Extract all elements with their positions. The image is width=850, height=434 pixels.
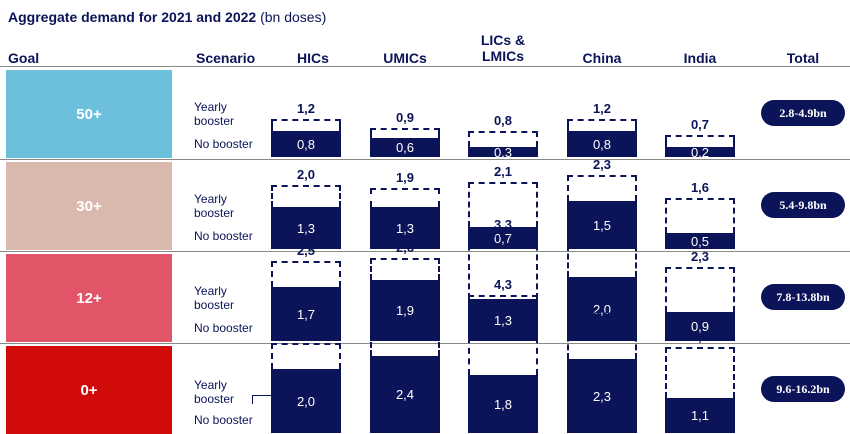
- chart-title: Aggregate demand for 2021 and 2022 (bn d…: [8, 9, 326, 25]
- bar-yearly-booster: [271, 119, 341, 131]
- bar-yearly-booster: [370, 188, 440, 207]
- bar-yearly-booster-label: 3,3: [493, 217, 513, 232]
- header-umics: UMICs: [383, 50, 427, 66]
- chart-title-main: Aggregate demand for 2021 and 2022: [8, 9, 257, 25]
- scenario-yearly-line1: Yearly: [194, 378, 227, 392]
- chart-title-unit: (bn doses): [260, 9, 327, 25]
- bar-no-booster: 1,3: [271, 207, 341, 249]
- bar-yearly-booster: [665, 135, 735, 147]
- header-hics: HICs: [297, 50, 329, 66]
- bar-yearly-booster-label: 1,2: [592, 101, 612, 116]
- bar-yearly-booster-label: 0,8: [493, 113, 513, 128]
- bar-yearly-booster: [271, 185, 341, 207]
- row-separator: [0, 251, 850, 252]
- bar-no-booster: 0,2: [665, 145, 735, 160]
- bar-yearly-booster-label: 1,9: [395, 170, 415, 185]
- header-lics: LICs & LMICs: [468, 32, 538, 64]
- bar-yearly-booster: [665, 198, 735, 233]
- bar-yearly-booster-label: 0,9: [395, 110, 415, 125]
- bar-no-booster: 0,7: [468, 227, 538, 249]
- bar-yearly-booster: [468, 182, 538, 227]
- bar-yearly-booster: [271, 343, 341, 369]
- row-separator: [0, 159, 850, 160]
- goal-box: 30+: [6, 162, 172, 250]
- scenario-yearly-line2: booster: [194, 392, 235, 406]
- bar-yearly-booster: [468, 235, 538, 299]
- scenario-no-booster: No booster: [194, 321, 253, 335]
- bar-no-booster: 1,1: [665, 398, 735, 433]
- bar-yearly-booster-label: 3,1: [395, 316, 415, 331]
- bar-yearly-booster-label: 2,0: [296, 167, 316, 182]
- bar-yearly-booster-label: 0,7: [690, 117, 710, 132]
- bar-no-booster: 1,7: [271, 287, 341, 341]
- bar-no-booster: 0,6: [370, 138, 440, 157]
- bar-no-booster: 0,5: [665, 233, 735, 249]
- bar-no-booster: 2,4: [370, 356, 440, 433]
- scenario-yearly-line2: booster: [194, 206, 235, 220]
- goal-box: 50+: [6, 70, 172, 158]
- bar-yearly-booster-label: 3,0: [592, 227, 612, 242]
- bar-yearly-booster: [468, 295, 538, 375]
- header-lics-line1: LICs &: [480, 32, 526, 48]
- total-pill: 2.8-4.9bn: [761, 100, 845, 126]
- header-goal: Goal: [8, 50, 40, 66]
- header-scenario: Scenario: [196, 50, 256, 66]
- header-china: China: [582, 50, 622, 66]
- bar-no-booster: 0,8: [271, 131, 341, 157]
- bar-yearly-booster: [567, 175, 637, 201]
- total-pill: 5.4-9.8bn: [761, 192, 845, 218]
- bar-yearly-booster: [271, 261, 341, 287]
- bar-yearly-booster-label: 1,2: [296, 101, 316, 116]
- scenario-no-booster: No booster: [194, 413, 253, 427]
- bar-yearly-booster-label: 4,3: [493, 277, 513, 292]
- bar-no-booster: 2,3: [567, 359, 637, 433]
- goal-box: 12+: [6, 254, 172, 342]
- bar-yearly-booster: [468, 131, 538, 147]
- header-india: India: [683, 50, 717, 66]
- goal-box: 0+: [6, 346, 172, 434]
- bar-no-booster: 2,0: [567, 277, 637, 341]
- bar-no-booster: 1,3: [370, 207, 440, 249]
- bar-yearly-booster: [567, 245, 637, 277]
- header-lics-line2: LMICs: [482, 48, 524, 64]
- bar-yearly-booster-label: 2,5: [296, 243, 316, 258]
- bar-no-booster: 2,0: [271, 369, 341, 433]
- scenario-yearly-line1: Yearly: [194, 100, 227, 114]
- bar-yearly-booster: [567, 327, 637, 359]
- bar-no-booster: 1,8: [468, 375, 538, 433]
- bar-yearly-booster-label: 2,1: [493, 164, 513, 179]
- bar-yearly-booster: [370, 128, 440, 138]
- total-pill: 7.8-13.8bn: [761, 284, 845, 310]
- total-pill: 9.6-16.2bn: [761, 376, 845, 402]
- bar-yearly-booster: [370, 334, 440, 356]
- header-rule: [0, 66, 850, 67]
- bar-no-booster: 1,9: [370, 280, 440, 341]
- bar-yearly-booster-label: 1,6: [690, 180, 710, 195]
- bar-no-booster: 0,9: [665, 312, 735, 341]
- bar-no-booster: 1,3: [468, 299, 538, 341]
- bar-yearly-booster-label: 2,3: [690, 249, 710, 264]
- bar-yearly-booster: [567, 119, 637, 131]
- bar-yearly-booster: [370, 258, 440, 280]
- row-separator: [0, 343, 850, 344]
- scenario-yearly-line1: Yearly: [194, 284, 227, 298]
- scenario-connector: [252, 395, 272, 404]
- scenario-no-booster: No booster: [194, 229, 253, 243]
- scenario-yearly-line1: Yearly: [194, 192, 227, 206]
- bar-yearly-booster-label: 2,7: [690, 329, 710, 344]
- bar-yearly-booster-label: 2,6: [395, 240, 415, 255]
- bar-yearly-booster-label: 2,8: [296, 325, 316, 340]
- bar-no-booster: 0,3: [468, 145, 538, 160]
- bar-yearly-booster-label: 3,3: [592, 309, 612, 324]
- bar-no-booster: 0,8: [567, 131, 637, 157]
- header-total: Total: [786, 50, 820, 66]
- scenario-no-booster: No booster: [194, 137, 253, 151]
- scenario-yearly-line2: booster: [194, 298, 235, 312]
- bar-yearly-booster: [665, 347, 735, 398]
- bar-yearly-booster: [665, 267, 735, 312]
- bar-no-booster: 1,5: [567, 201, 637, 249]
- bar-yearly-booster-label: 2,3: [592, 157, 612, 172]
- scenario-yearly-line2: booster: [194, 114, 235, 128]
